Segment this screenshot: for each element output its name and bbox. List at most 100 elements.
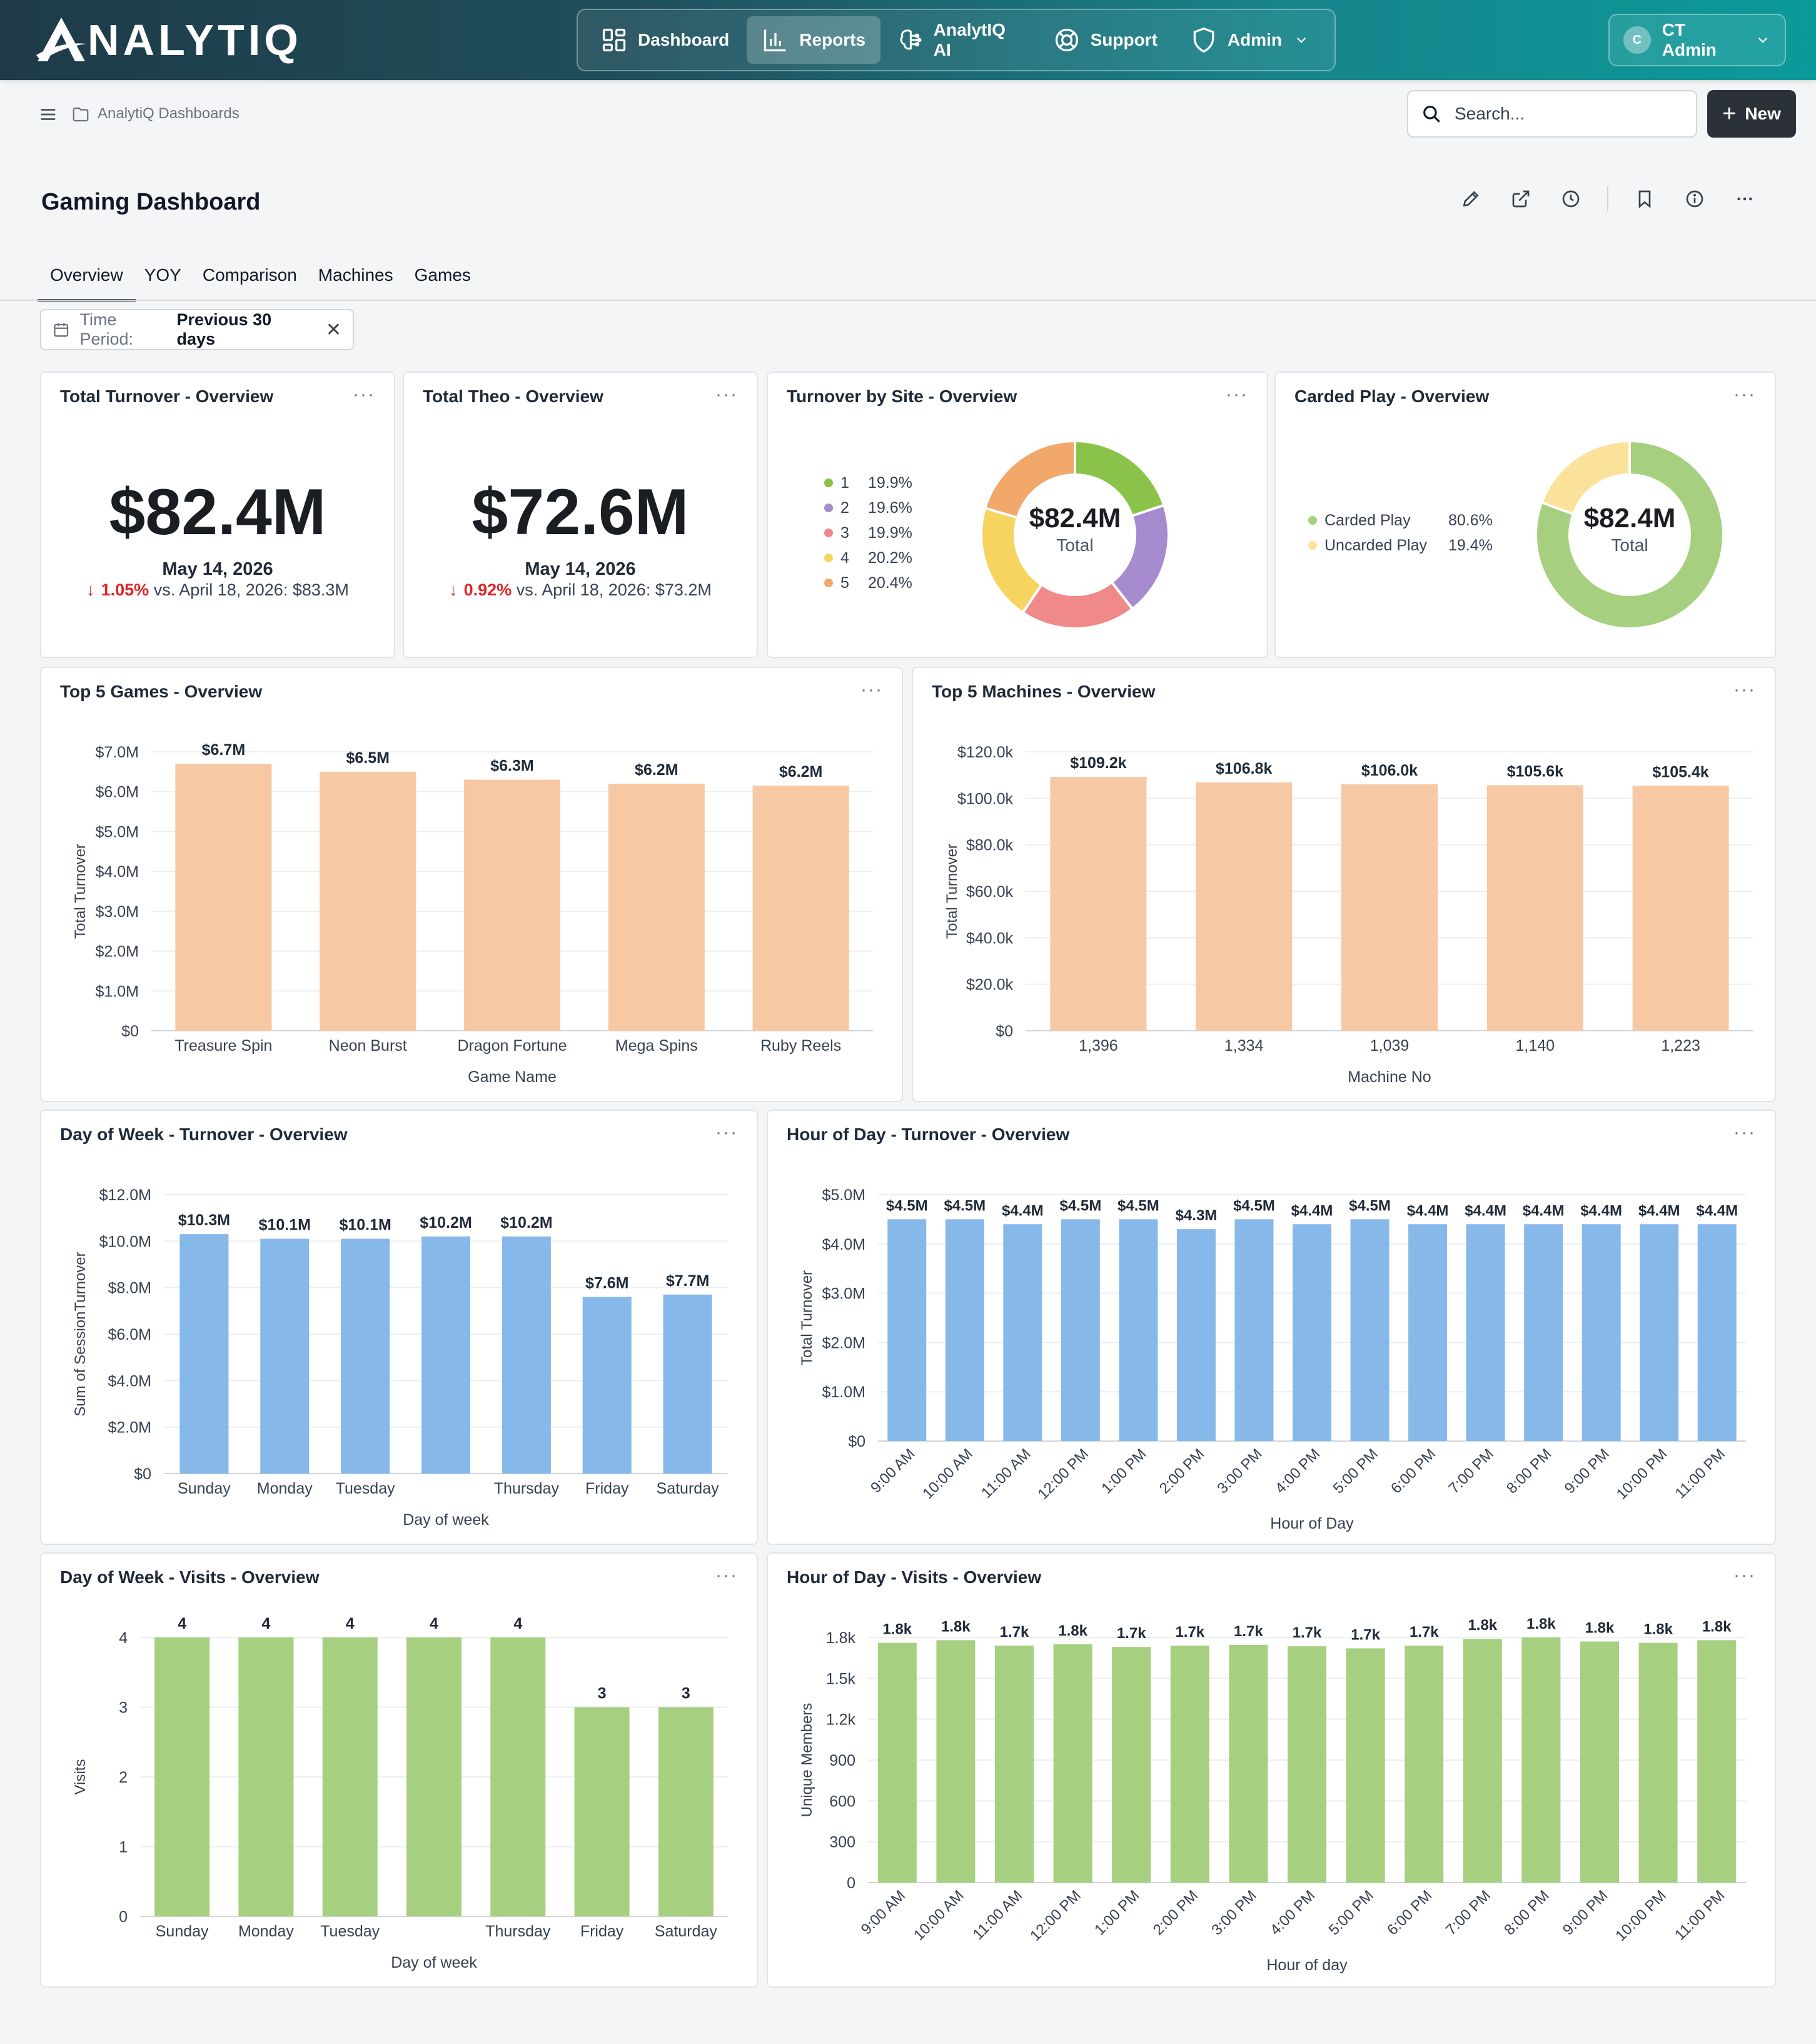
bar[interactable] xyxy=(752,786,849,1031)
card-menu-icon[interactable]: ··· xyxy=(1226,384,1248,405)
bar[interactable] xyxy=(320,771,416,1031)
search-input[interactable]: Search... xyxy=(1407,90,1697,138)
bar[interactable] xyxy=(1405,1646,1444,1883)
edit-button[interactable] xyxy=(1457,185,1485,213)
legend-item[interactable]: Uncarded Play 19.4% xyxy=(1308,533,1493,558)
bar[interactable] xyxy=(1229,1644,1268,1883)
bar[interactable] xyxy=(1640,1224,1679,1441)
bar[interactable] xyxy=(1050,777,1147,1031)
bar[interactable] xyxy=(1463,1639,1502,1883)
bar[interactable] xyxy=(1350,1219,1390,1441)
bar[interactable] xyxy=(1466,1224,1505,1441)
bar[interactable] xyxy=(421,1236,470,1474)
bar[interactable] xyxy=(936,1640,976,1883)
more-options-button[interactable] xyxy=(1731,185,1758,213)
bar[interactable] xyxy=(490,1637,546,1916)
bar[interactable] xyxy=(1524,1224,1563,1441)
card-menu-icon[interactable]: ··· xyxy=(353,384,375,405)
bar[interactable] xyxy=(1176,1229,1216,1441)
card-menu-icon[interactable]: ··· xyxy=(715,384,738,405)
analytiq-logo[interactable]: NALYTIQ xyxy=(35,15,302,65)
legend-item[interactable]: 2 19.6% xyxy=(824,495,912,520)
tab-comparison[interactable]: Comparison xyxy=(202,265,297,285)
bar[interactable] xyxy=(1341,784,1438,1031)
clear-filter-icon[interactable]: ✕ xyxy=(325,319,341,340)
nav-analytiq-ai[interactable]: AnalytIQ AI xyxy=(883,16,1036,64)
bar[interactable] xyxy=(238,1637,294,1916)
legend-item[interactable]: Carded Play 80.6% xyxy=(1308,508,1493,533)
bar[interactable] xyxy=(1293,1224,1331,1441)
bar[interactable] xyxy=(1170,1646,1209,1883)
bar[interactable] xyxy=(658,1707,714,1917)
bar[interactable] xyxy=(1632,786,1729,1031)
bar[interactable] xyxy=(1697,1224,1737,1441)
tab-yoy[interactable]: YOY xyxy=(144,265,181,285)
bar[interactable] xyxy=(1003,1224,1042,1441)
bar[interactable] xyxy=(464,779,560,1031)
card-menu-icon[interactable]: ··· xyxy=(1733,384,1756,405)
bar[interactable] xyxy=(1119,1219,1158,1441)
bar[interactable] xyxy=(582,1297,632,1474)
nav-dashboard[interactable]: Dashboard xyxy=(585,16,744,64)
bar[interactable] xyxy=(877,1642,917,1883)
bar[interactable] xyxy=(1638,1642,1678,1883)
bar[interactable] xyxy=(1346,1648,1385,1883)
donut-slice[interactable] xyxy=(1540,439,1631,516)
bar[interactable] xyxy=(1580,1641,1619,1883)
bar[interactable] xyxy=(887,1219,927,1441)
bar[interactable] xyxy=(154,1637,210,1916)
bar[interactable] xyxy=(260,1238,310,1474)
bar[interactable] xyxy=(1486,785,1583,1031)
bar[interactable] xyxy=(1697,1640,1737,1883)
bar[interactable] xyxy=(1521,1637,1561,1883)
hamburger-menu-icon[interactable] xyxy=(39,105,58,124)
card-menu-icon[interactable]: ··· xyxy=(715,1565,738,1586)
bar[interactable] xyxy=(1053,1644,1092,1883)
breadcrumb[interactable]: AnalytiQ Dashboards xyxy=(98,105,240,122)
bar[interactable] xyxy=(1288,1646,1326,1883)
card-menu-icon[interactable]: ··· xyxy=(715,1122,738,1143)
bar[interactable] xyxy=(179,1234,229,1474)
tab-machines[interactable]: Machines xyxy=(318,265,393,285)
legend-value: 19.9% xyxy=(868,524,912,542)
bar[interactable] xyxy=(663,1294,712,1474)
bar[interactable] xyxy=(608,783,705,1031)
bar[interactable] xyxy=(406,1637,462,1916)
bar[interactable] xyxy=(1408,1224,1448,1441)
legend-item[interactable]: 3 19.9% xyxy=(824,520,912,545)
bar[interactable] xyxy=(175,764,272,1031)
bar[interactable] xyxy=(1234,1219,1274,1441)
legend-item[interactable]: 1 19.9% xyxy=(824,470,912,495)
share-button[interactable] xyxy=(1507,185,1535,213)
bar[interactable] xyxy=(322,1637,378,1916)
legend-item[interactable]: 4 20.2% xyxy=(824,545,912,570)
user-menu-button[interactable]: C CT Admin xyxy=(1608,14,1786,66)
donut-slice[interactable] xyxy=(1535,439,1725,630)
card-menu-icon[interactable]: ··· xyxy=(1733,1565,1756,1586)
info-button[interactable] xyxy=(1681,185,1708,213)
history-button[interactable] xyxy=(1557,185,1585,213)
tab-games[interactable]: Games xyxy=(414,265,471,285)
bar[interactable] xyxy=(1581,1224,1621,1441)
bar[interactable] xyxy=(341,1238,390,1474)
tab-overview[interactable]: Overview xyxy=(38,261,136,301)
bar[interactable] xyxy=(1196,782,1293,1031)
card-menu-icon[interactable]: ··· xyxy=(860,679,883,700)
nav-admin[interactable]: Admin xyxy=(1175,16,1324,64)
bar[interactable] xyxy=(945,1219,984,1441)
x-tick-label: 1:00 PM xyxy=(1091,1887,1143,1938)
new-button[interactable]: + New xyxy=(1707,90,1796,138)
nav-reports[interactable]: Reports xyxy=(747,16,881,64)
time-period-filter[interactable]: Time Period: Previous 30 days ✕ xyxy=(40,309,354,350)
bookmark-button[interactable] xyxy=(1631,185,1658,213)
bar[interactable] xyxy=(574,1707,630,1917)
bar[interactable] xyxy=(995,1646,1034,1883)
nav-support[interactable]: Support xyxy=(1038,16,1173,64)
card-menu-icon[interactable]: ··· xyxy=(1733,679,1756,700)
legend-item[interactable]: 5 20.4% xyxy=(824,570,912,595)
card-menu-icon[interactable]: ··· xyxy=(1733,1122,1756,1143)
donut-slice[interactable] xyxy=(983,439,1076,520)
bar[interactable] xyxy=(1112,1647,1151,1883)
bar[interactable] xyxy=(502,1236,551,1474)
bar[interactable] xyxy=(1061,1219,1100,1441)
